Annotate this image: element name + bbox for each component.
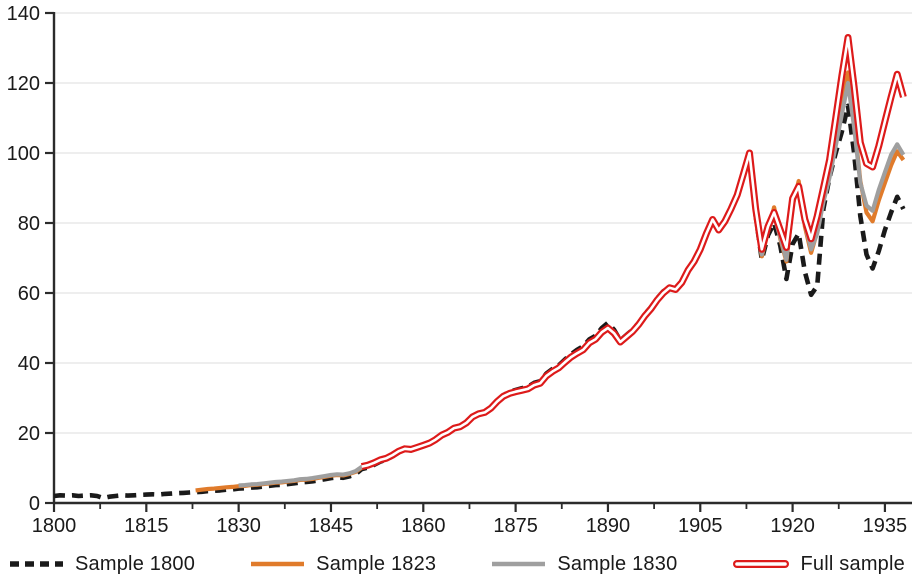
legend-swatch-orange-line xyxy=(251,561,305,567)
y-axis-tick-label: 0 xyxy=(29,493,40,515)
x-axis-tick-label: 1875 xyxy=(493,515,538,537)
series-line-sample-1823 xyxy=(195,70,906,493)
legend-label-sample-1823: Sample 1823 xyxy=(316,552,437,575)
series-line-sample-1800 xyxy=(53,103,906,501)
legend-item-sample-1823: Sample 1823 xyxy=(249,553,436,576)
x-axis-tick-label: 1935 xyxy=(863,515,908,537)
y-axis-tick-label: 100 xyxy=(7,143,40,165)
x-axis-tick-label: 1890 xyxy=(586,515,631,537)
legend-label-sample-1830: Sample 1830 xyxy=(557,552,678,575)
y-axis-tick-label: 80 xyxy=(18,213,40,235)
legend-label-sample-1800: Sample 1800 xyxy=(75,552,196,575)
legend-item-sample-1800: Sample 1800 xyxy=(8,553,195,576)
series-line-full-sample xyxy=(360,34,907,471)
legend-item-full-sample: Full sample xyxy=(732,553,905,576)
legend-swatch-red-double-line xyxy=(732,560,789,568)
y-axis-tick-label: 140 xyxy=(7,3,40,25)
x-axis-tick-label: 1845 xyxy=(309,515,354,537)
x-axis-tick-label: 1830 xyxy=(216,515,261,537)
x-axis-tick-label: 1860 xyxy=(401,515,446,537)
legend-swatch-gray-line xyxy=(492,561,546,567)
x-axis-tick-label: 1800 xyxy=(32,515,77,537)
legend-label-full-sample: Full sample xyxy=(800,552,905,575)
y-axis-tick-label: 20 xyxy=(18,423,40,445)
y-axis-tick-label: 40 xyxy=(18,353,40,375)
chart-canvas: 0 20 40 60 80 100 120 140 1800 1815 1830 1845 1860 18… xyxy=(7,3,912,537)
chart-legend: Sample 1800 Sample 1823 Sample 1830 Full… xyxy=(0,546,917,582)
x-axis-tick-label: 1920 xyxy=(770,515,815,537)
series-line-full-sample-core xyxy=(361,36,905,468)
x-axis-tick-label: 1815 xyxy=(124,515,169,537)
y-axis-tick-label: 60 xyxy=(18,283,40,305)
legend-item-sample-1830: Sample 1830 xyxy=(490,553,677,576)
legend-swatch-dashed-line xyxy=(10,561,63,567)
y-axis-tick-label: 120 xyxy=(7,73,40,95)
x-axis-tick-label: 1905 xyxy=(678,515,723,537)
series-line-sample-1830 xyxy=(238,80,906,488)
